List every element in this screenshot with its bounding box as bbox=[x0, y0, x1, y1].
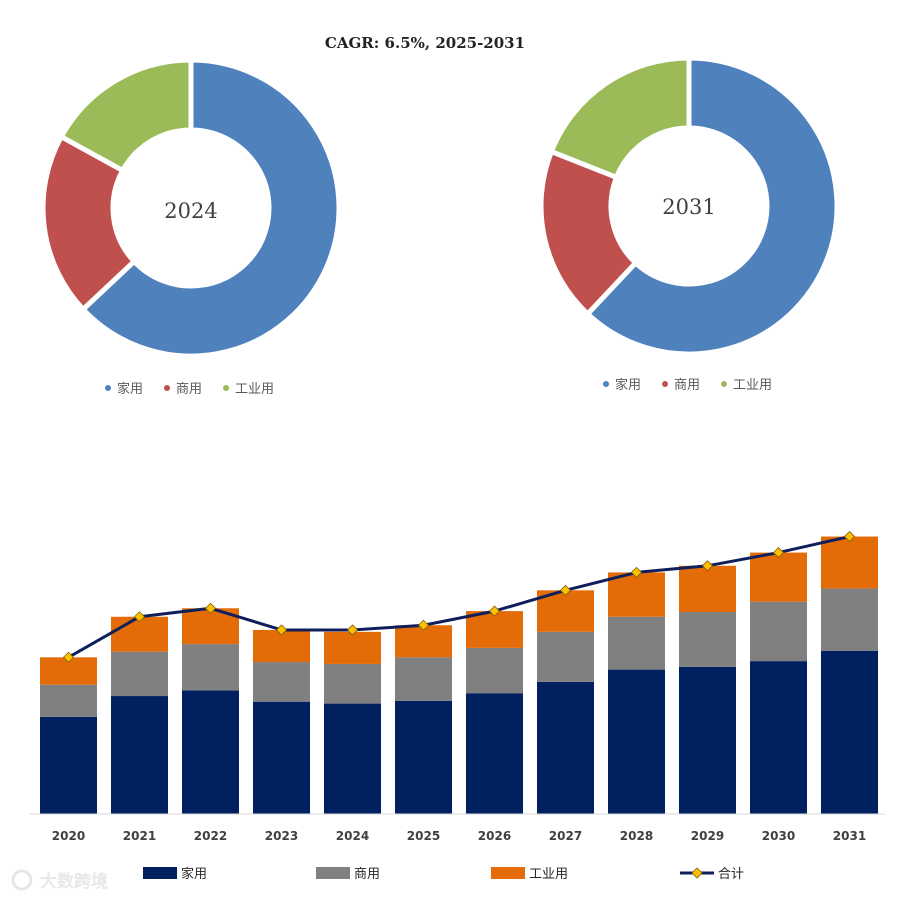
bar-2023-series-1 bbox=[253, 662, 310, 702]
legend-label-1: 商用 bbox=[674, 378, 700, 393]
donut-2024 bbox=[40, 57, 342, 359]
watermark-text: 大数跨境 bbox=[40, 871, 108, 892]
x-tick-label: 2021 bbox=[123, 829, 156, 843]
bar-2029-series-1 bbox=[679, 612, 736, 667]
bar-legend-swatch-2 bbox=[491, 867, 525, 879]
x-tick-label: 2023 bbox=[265, 829, 298, 843]
total-line bbox=[67, 535, 850, 659]
x-tick-label: 2020 bbox=[52, 829, 85, 843]
donut-2024-center-label: 2024 bbox=[164, 199, 217, 223]
bar-2020-series-0 bbox=[40, 716, 97, 814]
donut-2024-legend: 家用 商用 工业用 bbox=[105, 381, 274, 397]
bar-legend-marker-total bbox=[691, 867, 703, 879]
bar-2028-series-0 bbox=[608, 669, 665, 814]
bar-2025-series-0 bbox=[395, 700, 452, 814]
bar-legend-swatch-1 bbox=[316, 867, 350, 879]
bar-2024-series-0 bbox=[324, 703, 381, 814]
bar-2029-series-0 bbox=[679, 666, 736, 814]
bar-2030-series-0 bbox=[750, 661, 807, 814]
total-marker-2022 bbox=[204, 602, 217, 614]
total-line-series bbox=[62, 530, 856, 663]
bar-legend-swatch-0 bbox=[143, 867, 177, 879]
bar-2021-series-0 bbox=[111, 696, 168, 814]
legend-label-2: 工业用 bbox=[235, 382, 274, 397]
legend-label-0: 家用 bbox=[615, 377, 641, 393]
donut-2031-legend: 家用 商用 工业用 bbox=[603, 377, 772, 393]
x-tick-label: 2022 bbox=[194, 829, 227, 843]
bar-2030-series-1 bbox=[750, 601, 807, 662]
legend-label-1: 商用 bbox=[176, 382, 202, 397]
bar-legend-label-0: 家用 bbox=[181, 866, 207, 882]
bar-2025-series-1 bbox=[395, 657, 452, 701]
bar-2029-series-2 bbox=[679, 565, 736, 613]
x-tick-label: 2024 bbox=[336, 829, 369, 843]
legend-label-0: 家用 bbox=[117, 381, 143, 397]
bar-legend-label-1: 商用 bbox=[354, 867, 380, 882]
total-marker-2026 bbox=[488, 605, 501, 617]
x-tick-label: 2030 bbox=[762, 829, 795, 843]
total-marker-2027 bbox=[559, 584, 572, 596]
donut-2024-slice-1 bbox=[40, 133, 138, 313]
bar-2028-series-2 bbox=[608, 572, 665, 617]
bar-2024-series-2 bbox=[324, 631, 381, 664]
chart-title: CAGR: 6.5%, 2025-2031 bbox=[325, 34, 525, 52]
x-axis-ticks: 2020 2021 2022 2023 2024 2025 2026 2027 2028 2029… bbox=[52, 829, 866, 843]
legend-marker-1 bbox=[164, 385, 170, 391]
bar-chart-legend: 家用 商用 工业用 合计 bbox=[143, 866, 744, 882]
x-tick-label: 2027 bbox=[549, 829, 582, 843]
donut-2031-slice-2 bbox=[548, 55, 692, 181]
x-tick-label: 2026 bbox=[478, 829, 511, 843]
legend-label-2: 工业用 bbox=[733, 378, 772, 393]
bar-2028-series-1 bbox=[608, 616, 665, 670]
bar-2026-series-0 bbox=[466, 693, 523, 814]
bar-2026-series-2 bbox=[466, 611, 523, 648]
donut-2031-slice-1 bbox=[538, 148, 640, 318]
donut-2031-slice-0 bbox=[584, 55, 840, 357]
bar-2024-series-1 bbox=[324, 663, 381, 704]
donut-2024-slice-0 bbox=[79, 57, 342, 359]
total-marker-2020 bbox=[62, 651, 75, 663]
legend-marker-1 bbox=[662, 381, 668, 387]
bar-2026-series-1 bbox=[466, 647, 523, 694]
total-marker-2031 bbox=[843, 530, 856, 543]
bar-2031-series-1 bbox=[821, 588, 878, 651]
total-marker-2025 bbox=[417, 619, 430, 631]
bar-2027-series-1 bbox=[537, 631, 594, 682]
bar-2031-series-2 bbox=[821, 536, 878, 589]
x-tick-label: 2028 bbox=[620, 829, 653, 843]
bar-2023-series-0 bbox=[253, 701, 310, 814]
donut-2031-center-label: 2031 bbox=[662, 195, 715, 219]
donut-2031 bbox=[538, 55, 840, 357]
bar-2021-series-2 bbox=[111, 616, 168, 652]
donut-2024-slice-2 bbox=[57, 57, 194, 174]
bar-2027-series-0 bbox=[537, 681, 594, 814]
bar-2020-series-1 bbox=[40, 684, 97, 717]
x-tick-label: 2031 bbox=[833, 829, 866, 843]
bar-2031-series-0 bbox=[821, 650, 878, 814]
total-marker-2028 bbox=[630, 566, 643, 578]
legend-marker-0 bbox=[603, 381, 609, 387]
legend-marker-2 bbox=[721, 381, 727, 387]
total-marker-2021 bbox=[133, 611, 146, 623]
bar-2030-series-2 bbox=[750, 552, 807, 602]
bar-2022-series-0 bbox=[182, 690, 239, 814]
total-marker-2029 bbox=[701, 560, 714, 572]
total-marker-2024 bbox=[346, 624, 359, 636]
watermark: 大数跨境 bbox=[11, 869, 108, 892]
legend-marker-0 bbox=[105, 385, 111, 391]
total-marker-2023 bbox=[275, 624, 288, 636]
x-tick-label: 2029 bbox=[691, 829, 724, 843]
total-marker-2030 bbox=[772, 547, 785, 559]
legend-marker-2 bbox=[223, 385, 229, 391]
bar-2022-series-1 bbox=[182, 644, 239, 691]
stacked-bar-chart bbox=[40, 536, 878, 814]
x-tick-label: 2025 bbox=[407, 829, 440, 843]
bar-legend-label-2: 工业用 bbox=[529, 867, 568, 882]
bar-legend-label-total: 合计 bbox=[718, 867, 744, 882]
watermark-logo-icon bbox=[11, 869, 33, 891]
bar-2021-series-1 bbox=[111, 651, 168, 697]
